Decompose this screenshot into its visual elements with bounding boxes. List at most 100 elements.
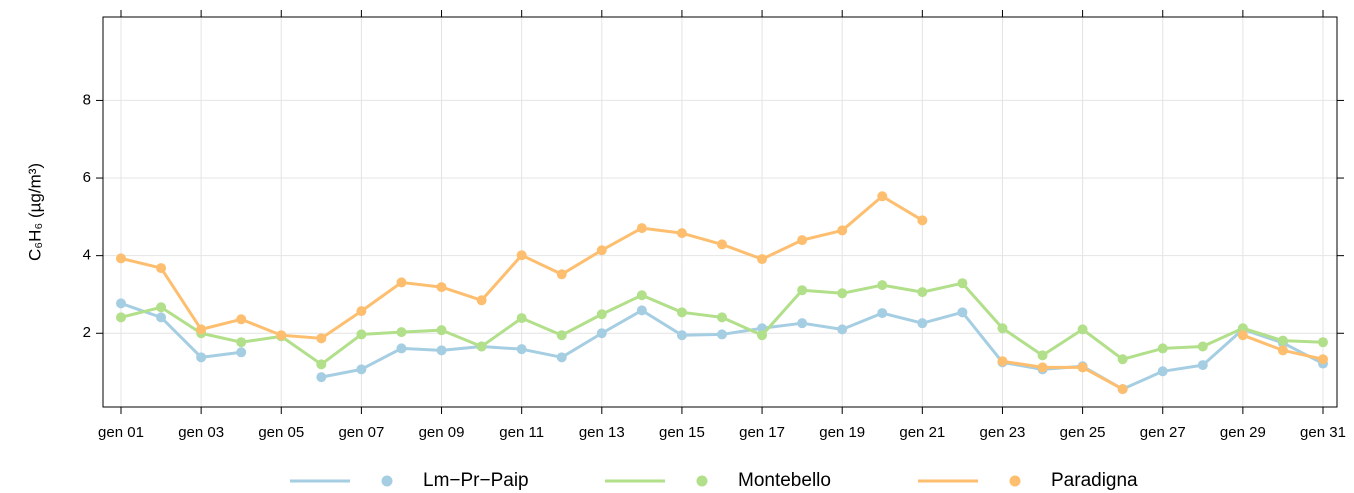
data-point [196,324,207,335]
data-point [1237,323,1248,334]
x-tick-label: gen 15 [659,424,705,441]
data-point [116,298,126,309]
legend-label: Paradigna [1051,470,1138,491]
series-line [120,301,1324,391]
data-point [917,215,928,226]
data-point [1157,343,1168,354]
x-tick-label: gen 01 [98,424,144,441]
x-tick-label: gen 25 [1060,424,1106,441]
data-point [877,280,888,291]
y-tick-label: 8 [83,91,91,108]
data-point [1277,335,1288,346]
data-point [797,285,808,296]
data-point [356,306,367,317]
data-point [276,330,287,341]
data-point [997,356,1008,367]
data-point [1197,360,1208,371]
data-point [516,344,527,355]
data-point [316,359,327,370]
data-point [1277,345,1288,356]
legend-label: Montebello [738,470,831,491]
x-tick-label: gen 31 [1300,424,1346,441]
legend-marker [381,475,393,487]
data-point [396,277,407,288]
data-point [436,282,447,293]
data-point [1037,362,1048,373]
x-tick-label: gen 23 [980,424,1026,441]
data-point [316,372,327,383]
data-point [957,278,968,289]
x-tick-label: gen 07 [338,424,384,441]
data-point [636,305,647,316]
y-axis-label: C₆H₆ (µg/m³) [25,163,44,261]
data-point [156,263,167,274]
data-point [1077,362,1088,373]
data-point [476,341,487,352]
data-point [1197,341,1208,352]
data-point [957,307,968,318]
x-tick-label: gen 13 [579,424,625,441]
data-point [917,318,928,329]
data-point [676,228,687,239]
y-tick-label: 4 [83,247,91,264]
data-point [516,313,527,324]
data-point [556,330,567,341]
data-point [356,329,367,340]
data-point [636,223,647,234]
data-point [676,330,687,341]
series-line [120,281,1324,366]
data-point [717,329,727,340]
data-point [837,225,848,236]
data-point [797,235,808,246]
data-point [556,269,567,280]
data-point [1077,324,1088,335]
data-point [236,314,247,325]
data-point [717,239,727,250]
x-tick-label: gen 17 [739,424,785,441]
data-point [676,307,687,318]
data-point [236,347,247,358]
data-point [757,330,768,341]
data-point [1037,350,1048,361]
series-line [120,194,1324,391]
data-point [1157,366,1168,377]
data-point [717,312,727,323]
x-tick-label: gen 27 [1140,424,1186,441]
legend-marker [696,475,708,487]
data-point [837,324,848,335]
data-point [556,352,567,363]
data-point [877,191,888,202]
x-tick-label: gen 11 [499,424,544,441]
data-point [596,245,607,256]
y-tick-label: 2 [83,324,91,341]
data-point [436,325,447,336]
data-point [116,312,126,323]
data-point [917,287,928,298]
x-tick-label: gen 03 [178,424,224,441]
data-point [1318,354,1328,365]
x-tick-label: gen 21 [899,424,945,441]
x-tick-label: gen 05 [258,424,304,441]
data-point [636,290,647,301]
data-point [316,333,327,344]
data-point [1117,384,1128,395]
data-point [196,352,207,363]
data-point [396,327,407,338]
data-point [476,295,487,306]
plot-frame [102,16,1338,408]
x-tick-label: gen 29 [1220,424,1266,441]
y-tick-label: 6 [83,169,91,186]
data-point [396,343,407,354]
data-point [596,328,607,339]
x-tick-label: gen 19 [819,424,865,441]
data-point [1237,330,1248,341]
data-point [837,288,848,299]
data-point [797,318,808,329]
data-point [436,345,447,356]
data-point [757,254,768,265]
legend-marker [1009,475,1021,487]
data-point [236,337,247,348]
data-point [997,323,1008,334]
